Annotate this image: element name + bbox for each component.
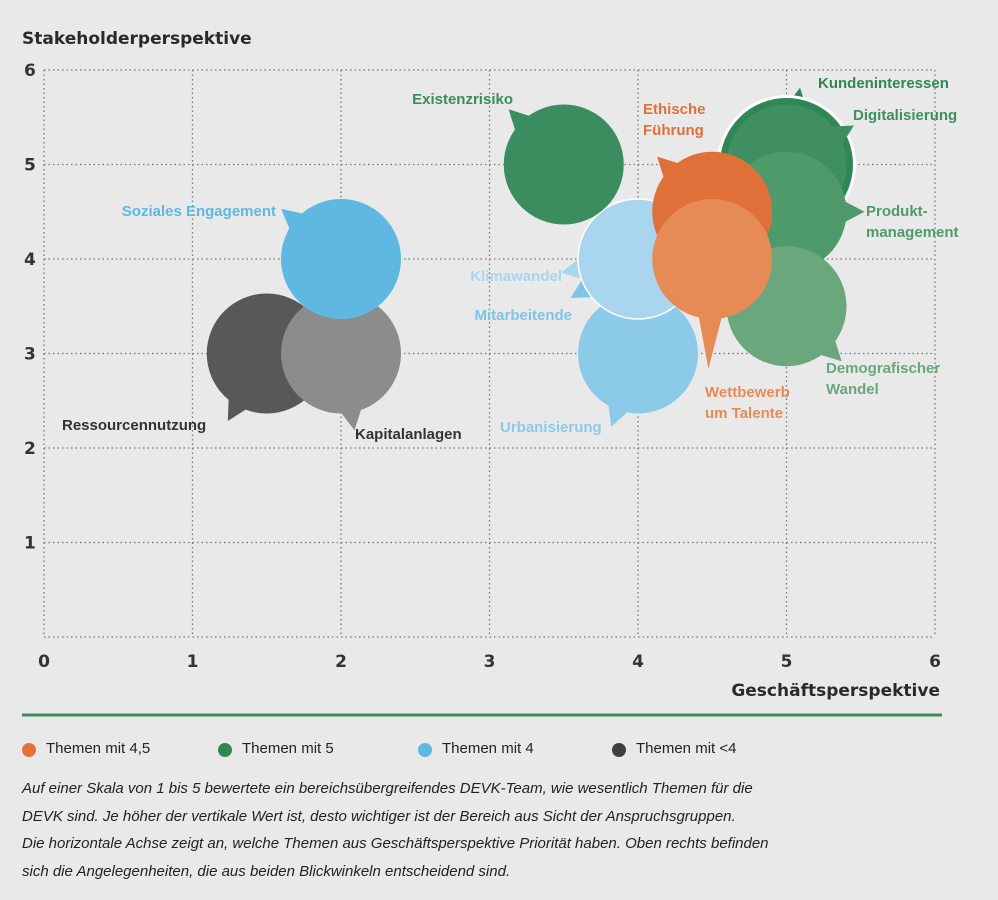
x-tick-label: 1 (187, 652, 199, 672)
legend-label: Themen mit <4 (636, 740, 737, 757)
x-tick-label: 0 (38, 652, 50, 672)
legend-marker (22, 743, 36, 757)
bubble (503, 104, 624, 225)
bubble-label: Digitalisierung (853, 107, 958, 124)
caption-line: Auf einer Skala von 1 bis 5 bewertete ei… (22, 780, 753, 797)
caption-line: DEVK sind. Je höher der vertikale Wert i… (22, 807, 736, 825)
legend-label: Themen mit 4 (442, 740, 534, 757)
y-tick-label: 6 (24, 61, 36, 81)
bubble-label: Kapitalanlagen (355, 426, 462, 443)
bubble-label: Ressourcennutzung (62, 417, 207, 434)
legend-marker (418, 743, 432, 757)
legend-label: Themen mit 5 (242, 740, 334, 757)
bubble-label: Soziales Engagement (121, 203, 276, 220)
legend-marker (218, 743, 232, 757)
x-tick-label: 6 (929, 652, 941, 672)
bubble (652, 199, 773, 319)
y-tick-label: 1 (24, 534, 36, 554)
bubble-label: Existenzrisiko (412, 91, 513, 108)
caption-line: sich die Angelegenheiten, die aus beiden… (22, 862, 511, 880)
caption-line: Die horizontale Achse zeigt an, welche T… (22, 835, 769, 852)
y-tick-label: 3 (24, 345, 36, 365)
bubble-label: Produkt- management (866, 203, 959, 241)
x-tick-label: 3 (484, 652, 496, 672)
bubble-label: Urbanisierung (500, 419, 602, 436)
y-axis-title: Stakeholderperspektive (22, 29, 252, 49)
y-tick-label: 5 (24, 156, 36, 176)
bubble-label: Wettbewerb um Talente (705, 384, 790, 422)
legend-marker (612, 743, 626, 757)
bubble-tail (657, 156, 683, 182)
legend-label: Themen mit 4,5 (46, 740, 151, 757)
y-tick-label: 2 (24, 439, 36, 459)
x-tick-label: 5 (781, 652, 793, 672)
bubble-label: Demografischer Wandel (826, 360, 941, 398)
bubble-label: Ethische Führung (643, 101, 706, 139)
bubble-tail (698, 313, 723, 369)
bubble-label: Klimawandel (470, 268, 562, 285)
chart: Stakeholderperspektive Geschäftsperspekt… (22, 29, 942, 717)
bubble-label: Kundeninteressen (818, 75, 949, 92)
x-tick-label: 4 (632, 652, 644, 672)
bubble-tail (816, 336, 842, 362)
bubble (281, 199, 401, 319)
x-tick-label: 2 (335, 652, 347, 672)
bubble-tail (508, 109, 534, 135)
y-tick-label: 4 (24, 250, 36, 270)
bubble (281, 293, 401, 414)
bubble-label: Mitarbeitende (474, 307, 572, 324)
bubble (578, 293, 698, 414)
x-axis-title: Geschäftsperspektive (731, 681, 940, 701)
bubble-tail (841, 199, 865, 224)
